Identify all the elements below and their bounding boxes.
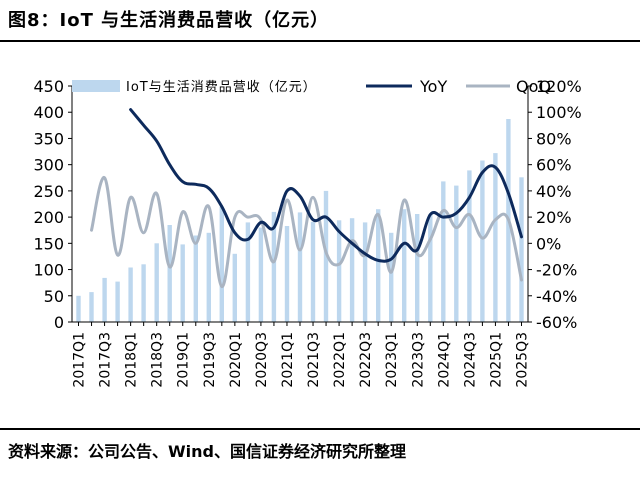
left-tick-label: 100 bbox=[33, 261, 64, 280]
x-tick-label: 2022Q1 bbox=[332, 332, 348, 388]
bar-2023Q3 bbox=[415, 214, 420, 322]
bar-2018Q4 bbox=[167, 225, 172, 322]
bar-2019Q3 bbox=[206, 232, 211, 322]
left-tick-label: 350 bbox=[33, 129, 64, 148]
legend: IoT与生活消费品营收（亿元） YoY QoQ bbox=[72, 77, 551, 96]
left-tick-label: 200 bbox=[33, 208, 64, 227]
bar-2022Q2 bbox=[349, 218, 355, 322]
legend-bar-swatch bbox=[72, 80, 120, 92]
bar-2021Q2 bbox=[297, 212, 303, 322]
chart-title: 图8：IoT 与生活消费品营收（亿元） bbox=[8, 10, 330, 31]
bar-2017Q3 bbox=[102, 277, 107, 322]
bar-2020Q2 bbox=[245, 222, 251, 322]
bar-2025Q1 bbox=[493, 153, 498, 322]
x-tick-label: 2018Q1 bbox=[124, 332, 140, 388]
bar-2017Q1 bbox=[76, 295, 81, 322]
bar-2022Q4 bbox=[376, 209, 381, 322]
bar-2019Q2 bbox=[193, 235, 198, 322]
right-tick-label: 80% bbox=[536, 129, 572, 148]
axes: 0 50 100 150 200 250 300 350 400 450 -60% -40% -20% 0… bbox=[33, 77, 581, 388]
right-tick-label: -40% bbox=[536, 287, 577, 306]
bottom-rule bbox=[0, 428, 640, 430]
x-tick-label: 2021Q3 bbox=[306, 332, 322, 388]
right-tick-label: 100% bbox=[536, 103, 582, 122]
line-qoq bbox=[90, 176, 523, 289]
line-series bbox=[90, 108, 523, 289]
bar-2018Q1 bbox=[128, 267, 133, 322]
x-tick-label: 2019Q3 bbox=[202, 332, 218, 388]
left-tick-label: 250 bbox=[33, 182, 64, 201]
bar-2021Q3 bbox=[310, 221, 316, 322]
x-tick-label: 2017Q3 bbox=[98, 332, 114, 388]
legend-qoq-label: QoQ bbox=[516, 77, 551, 96]
bar-2017Q2 bbox=[89, 292, 94, 322]
bar-2023Q4 bbox=[428, 214, 433, 322]
right-tick-label: 60% bbox=[536, 156, 572, 175]
bar-2018Q3 bbox=[154, 243, 159, 322]
left-tick-label: 450 bbox=[33, 77, 64, 96]
source-note: 资料来源：公司公告、Wind、国信证券经济研究所整理 bbox=[8, 442, 406, 461]
bar-2024Q3 bbox=[467, 170, 472, 322]
legend-yoy-label: YoY bbox=[419, 77, 447, 96]
x-tick-label: 2021Q1 bbox=[280, 332, 296, 388]
bar-2023Q1 bbox=[389, 232, 394, 322]
bar-2022Q3 bbox=[362, 222, 368, 322]
bar-2022Q1 bbox=[336, 220, 342, 322]
x-tick-label: 2018Q3 bbox=[150, 332, 166, 388]
x-tick-label: 2020Q1 bbox=[228, 332, 244, 388]
x-tick-label: 2024Q3 bbox=[462, 332, 478, 388]
bar-2020Q3 bbox=[258, 227, 264, 322]
bar-2020Q1 bbox=[232, 253, 237, 322]
top-rule bbox=[0, 40, 640, 42]
left-tick-label: 0 bbox=[54, 313, 64, 332]
left-tick-label: 300 bbox=[33, 156, 64, 175]
x-tick-label: 2017Q1 bbox=[72, 332, 88, 388]
chart: 0 50 100 150 200 250 300 350 400 450 -60% -40% -20% 0… bbox=[33, 77, 581, 388]
right-tick-label: 20% bbox=[536, 208, 572, 227]
bar-2025Q3 bbox=[519, 177, 524, 322]
bar-2020Q4 bbox=[271, 211, 277, 322]
left-tick-label: 400 bbox=[33, 103, 64, 122]
x-tick-label: 2025Q3 bbox=[514, 332, 530, 388]
right-tick-label: -60% bbox=[536, 313, 577, 332]
right-tick-label: 120% bbox=[536, 77, 582, 96]
right-tick-label: -20% bbox=[536, 261, 577, 280]
x-tick-label: 2020Q3 bbox=[254, 332, 270, 388]
x-tick-label: 2019Q1 bbox=[176, 332, 192, 388]
bar-2019Q1 bbox=[180, 244, 185, 322]
bar-2018Q2 bbox=[141, 264, 146, 322]
bar-2019Q4 bbox=[219, 206, 224, 322]
bar-2021Q1 bbox=[284, 226, 290, 322]
x-tick-label: 2024Q1 bbox=[436, 332, 452, 388]
x-tick-label: 2025Q1 bbox=[488, 332, 504, 388]
x-tick-label: 2022Q3 bbox=[358, 332, 374, 388]
bar-2024Q4 bbox=[480, 160, 485, 322]
legend-bar-label: IoT与生活消费品营收（亿元） bbox=[126, 80, 317, 95]
bar-2024Q2 bbox=[454, 185, 459, 322]
x-tick-label: 2023Q1 bbox=[384, 332, 400, 388]
bar-2023Q2 bbox=[402, 209, 407, 322]
left-tick-label: 50 bbox=[44, 287, 64, 306]
right-tick-label: 0% bbox=[536, 234, 561, 253]
bar-2021Q4 bbox=[323, 190, 329, 322]
right-tick-label: 40% bbox=[536, 182, 572, 201]
bar-2024Q1 bbox=[441, 181, 446, 322]
left-tick-label: 150 bbox=[33, 234, 64, 253]
bar-2017Q4 bbox=[115, 281, 120, 322]
bar-series bbox=[76, 119, 524, 322]
x-tick-label: 2023Q3 bbox=[410, 332, 426, 388]
